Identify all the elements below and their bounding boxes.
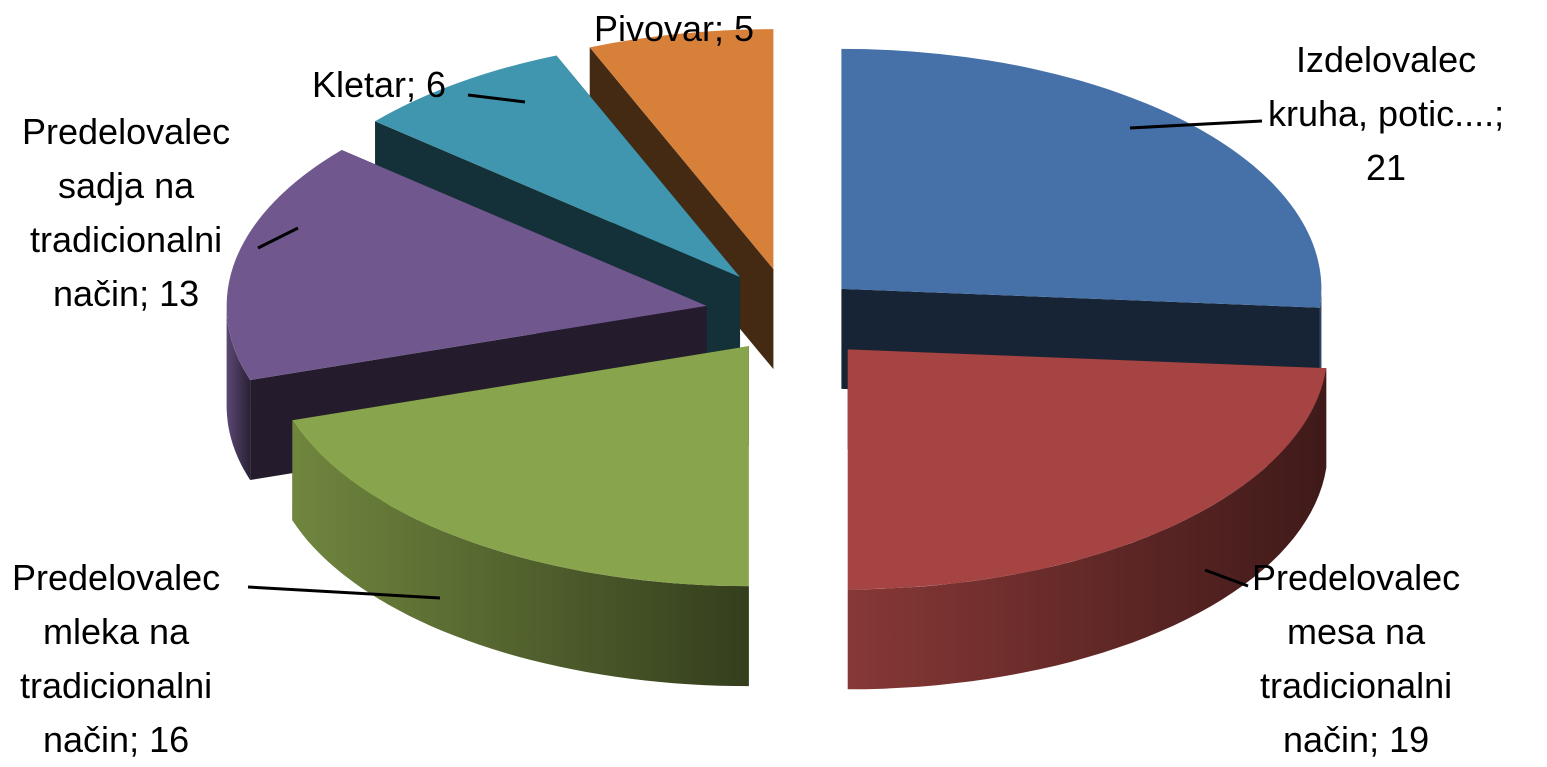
leader-line	[1129, 119, 1263, 130]
pie-slice-top	[847, 349, 1327, 590]
pie-slice-top	[841, 48, 1322, 308]
pie-slice-top	[589, 29, 774, 270]
slice-label-predelovalec-mleka: Predelovalec mleka na tradicionalni nači…	[12, 557, 221, 760]
leader-line	[247, 585, 441, 600]
slice-label-predelovalec-sadja: Predelovalec sadja na tradicionalni nači…	[22, 111, 231, 314]
slice-label-predelovalec-mesa: Predelovalec mesa na tradicionalni način…	[1252, 557, 1461, 760]
pie-slice-rim	[226, 305, 251, 480]
pie-slice-top	[226, 150, 707, 381]
leader-line	[257, 226, 299, 250]
pie-slice-rim	[292, 420, 749, 687]
pie-slice-predelovalec-mleka-na-tradicionalni-nac-in	[292, 346, 749, 687]
pie-slice-top	[292, 346, 749, 587]
pie-slice-predelovalec-mesa-na-tradicionalni-nac-in	[847, 349, 1327, 690]
slice-label-kletar: Kletar; 6	[312, 64, 447, 105]
pie-slice-top	[375, 55, 741, 278]
leader-line	[1204, 568, 1249, 588]
leader-line	[467, 93, 526, 104]
slice-label-izdelovalec-kruha: Izdelovalec kruha, potic....; 21	[1268, 39, 1505, 188]
pie-slice-rim	[847, 368, 1327, 690]
slice-label-pivovar: Pivovar; 5	[594, 8, 755, 49]
